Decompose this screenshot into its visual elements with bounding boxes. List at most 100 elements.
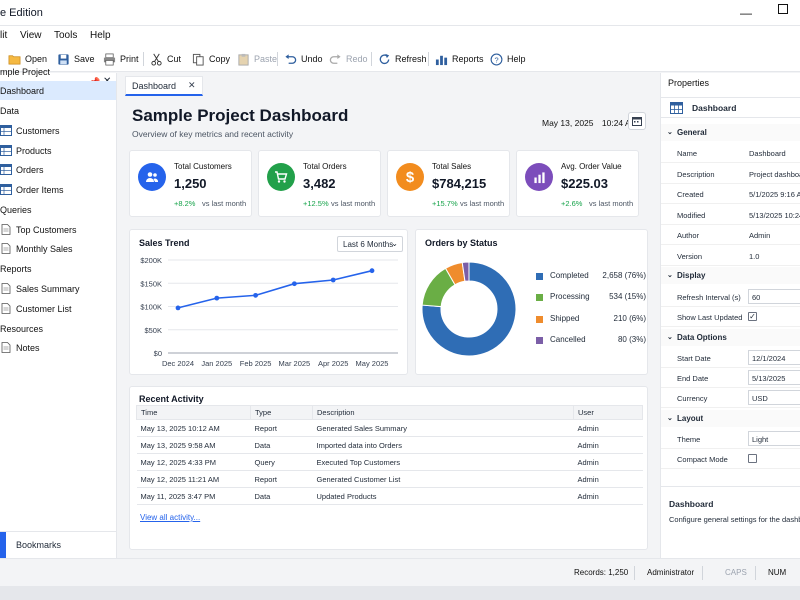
theme-select[interactable]: Light <box>748 431 800 446</box>
prop-key: Compact Mode <box>677 455 728 464</box>
status-separator <box>702 566 703 580</box>
table-row[interactable]: May 12, 2025 11:21 AM Report Generated Cus… <box>136 470 643 488</box>
save-button[interactable]: Save <box>57 51 95 67</box>
refresh-interval-input[interactable]: 60 <box>748 289 800 304</box>
group-general[interactable]: ⌄ General <box>661 124 800 141</box>
selected-object: Dashboard <box>661 97 800 118</box>
title-bar: e Edition — <box>0 0 800 26</box>
property-row[interactable]: Created 5/1/2025 9:16 A <box>661 184 800 204</box>
status-records: Records: 1,250 <box>574 568 629 577</box>
legend-label: Shipped <box>550 314 580 323</box>
minimize-button[interactable]: — <box>740 6 752 20</box>
property-row[interactable]: Modified 5/13/2025 10:24 <box>661 205 800 225</box>
tree-item-label: Products <box>16 145 52 156</box>
menu-view[interactable]: View <box>20 30 42 41</box>
print-label: Print <box>120 54 139 64</box>
tab-dashboard[interactable]: Dashboard ✕ <box>125 76 203 96</box>
group-data-options[interactable]: ⌄ Data Options <box>661 329 800 346</box>
date-text: May 13, 2025 <box>542 118 594 128</box>
tree-item[interactable]: Resources <box>0 319 116 338</box>
compact-mode-checkbox[interactable] <box>748 454 757 463</box>
maximize-button[interactable] <box>778 4 788 14</box>
group-layout[interactable]: ⌄ Layout <box>661 410 800 427</box>
prop-key: Start Date <box>677 354 711 363</box>
prop-key: Version <box>677 251 703 261</box>
kpi-comparison: vs last month <box>331 199 376 208</box>
show-last-updated-checkbox[interactable]: ✓ <box>748 312 757 321</box>
sales-trend-card: Sales Trend Last 6 Months ⌄ $0 $50K $100K $… <box>129 229 408 375</box>
copy-button[interactable]: Copy <box>192 51 230 67</box>
window-title: e Edition <box>0 7 43 19</box>
tree-item[interactable]: Reports <box>0 259 116 278</box>
property-row[interactable]: Name Dashboard <box>661 143 800 163</box>
group-display[interactable]: ⌄ Display <box>661 267 800 284</box>
help-button[interactable]: ? Help <box>490 51 526 67</box>
menu-edit[interactable]: lit <box>0 30 8 41</box>
tree-item[interactable]: Customers <box>0 121 116 140</box>
table-row[interactable]: May 11, 2025 3:47 PM Data Updated Products… <box>136 487 643 505</box>
column-header-user[interactable]: User <box>573 405 643 420</box>
legend-item: Processing 534 (15%) <box>536 292 646 304</box>
menu-tools[interactable]: Tools <box>54 30 78 41</box>
kpi-value: $784,215 <box>432 176 487 191</box>
range-select[interactable]: Last 6 Months ⌄ <box>337 236 403 252</box>
tree-item[interactable]: Orders <box>0 160 116 179</box>
project-explorer: 📌 ✕ mple ProjectDashboardDataCustomersPr… <box>0 67 117 559</box>
close-tab-icon[interactable]: ✕ <box>188 80 196 90</box>
tree-item[interactable]: Sales Summary <box>0 279 116 298</box>
explorer-tabs: Bookmarks <box>0 531 116 559</box>
tree-item[interactable]: Dashboard <box>0 81 116 100</box>
table-cell: May 13, 2025 10:12 AM <box>136 419 251 437</box>
end-date-input[interactable]: 5/13/2025 <box>748 370 800 385</box>
table-cell: May 11, 2025 3:47 PM <box>136 487 251 505</box>
column-header-type[interactable]: Type <box>250 405 313 420</box>
calendar-button[interactable] <box>628 112 646 130</box>
tree-item[interactable]: Notes <box>0 338 116 357</box>
table-cell: Data <box>250 436 313 454</box>
legend-label: Processing <box>550 292 590 301</box>
group-display-label: Display <box>677 271 706 280</box>
print-button[interactable]: Print <box>103 51 139 67</box>
currency-select[interactable]: USD <box>748 390 800 405</box>
property-row[interactable]: Author Admin <box>661 225 800 245</box>
property-row[interactable]: Version 1.0 <box>661 246 800 266</box>
table-row[interactable]: May 13, 2025 9:58 AM Data Imported data in… <box>136 436 643 454</box>
open-button[interactable]: Open <box>8 51 47 67</box>
table-icon <box>0 164 12 175</box>
undo-button[interactable]: Undo <box>284 51 323 67</box>
reports-button[interactable]: Reports <box>435 51 484 67</box>
paste-button[interactable]: Paste <box>237 51 277 67</box>
cut-button[interactable]: Cut <box>150 51 181 67</box>
tree-item[interactable]: Order Items <box>0 180 116 199</box>
property-row[interactable]: Description Project dashboard <box>661 164 800 184</box>
table-row[interactable]: May 12, 2025 4:33 PM Query Executed Top Cu… <box>136 453 643 471</box>
start-date-input[interactable]: 12/1/2024 <box>748 350 800 365</box>
table-row[interactable]: May 13, 2025 10:12 AM Report Generated Sal… <box>136 419 643 437</box>
tree-item-label: Top Customers <box>16 224 77 235</box>
document-icon <box>1 243 11 254</box>
tree-item[interactable]: Queries <box>0 200 116 219</box>
menu-help[interactable]: Help <box>90 30 111 41</box>
tree-item[interactable]: Products <box>0 141 116 160</box>
svg-text:?: ? <box>494 55 498 64</box>
view-all-activity-link[interactable]: View all activity... <box>140 513 201 522</box>
column-header-time[interactable]: Time <box>136 405 251 420</box>
refresh-button[interactable]: Refresh <box>378 51 427 67</box>
tree-item[interactable]: Data <box>0 101 116 120</box>
undo-icon <box>285 53 297 64</box>
tree-item[interactable]: mple Project <box>0 62 116 81</box>
page-title: Sample Project Dashboard <box>132 106 349 125</box>
redo-button[interactable]: Redo <box>329 51 368 67</box>
tree-item-label: Notes <box>16 342 40 353</box>
copy-icon <box>192 53 204 66</box>
tab-bookmarks[interactable]: Bookmarks <box>16 540 62 550</box>
properties-header: Properties <box>668 78 710 88</box>
table-icon <box>0 184 12 195</box>
column-header-description[interactable]: Description <box>312 405 574 420</box>
help-label: Help <box>507 54 526 64</box>
tree-item[interactable]: Monthly Sales <box>0 239 116 258</box>
tree-item[interactable]: Top Customers <box>0 220 116 239</box>
tree-item[interactable]: Customer List <box>0 299 116 318</box>
tree-item-label: Sales Summary <box>16 283 80 294</box>
toolbar-separator <box>371 52 372 66</box>
